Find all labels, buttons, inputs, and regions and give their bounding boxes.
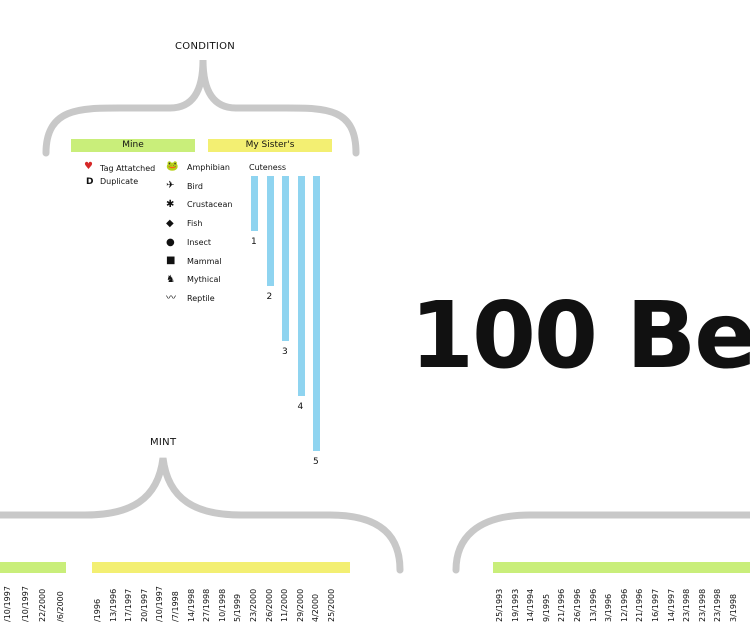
date-label: 16/1997 (651, 588, 660, 622)
sister-tag: My Sister's (208, 139, 332, 152)
date-label: 11/2000 (280, 588, 290, 622)
date-label: 13/1996 (108, 588, 118, 622)
date-label: 13/1996 (588, 588, 598, 622)
date-label: /10/1997 (155, 586, 165, 622)
date-label: 5/1999 (233, 593, 243, 622)
cuteness-label-1: 1 (251, 237, 257, 247)
sister-bar-middle (92, 562, 350, 573)
date-label: 14/1998 (186, 588, 196, 622)
date-label: 26/1996 (573, 588, 582, 622)
date-label: /1996 (93, 598, 102, 622)
mammal-icon: ■ (166, 255, 176, 266)
insect-label: Insect (187, 238, 212, 247)
reptile-icon: 〰 (166, 293, 176, 304)
date-label: 23/1998 (682, 588, 692, 622)
date-label: 12/1996 (619, 588, 629, 622)
date-label: 23/1998 (713, 588, 723, 622)
mine-bar-right (493, 562, 750, 573)
date-label: /10/1997 (3, 586, 12, 622)
cuteness-bar-4 (297, 176, 305, 396)
date-label: /6/2000 (55, 591, 65, 622)
date-label: 19/1993 (510, 588, 520, 622)
reptile-label: Reptile (187, 294, 215, 303)
cuteness-label-2: 2 (266, 292, 273, 302)
condition-label: CONDITION (175, 41, 236, 52)
crustacean-label: Crustacean (187, 200, 233, 209)
crustacean-icon: ✱ (166, 199, 175, 210)
date-label: 10/1998 (217, 588, 227, 622)
heart-icon: ♥ (84, 161, 93, 172)
date-label: 21/1996 (557, 588, 567, 622)
bird-icon: ✈ (166, 180, 175, 191)
date-label: 3/1996 (604, 593, 614, 622)
cuteness-bar-1 (251, 176, 258, 231)
cuteness-bar-3 (282, 176, 289, 341)
cuteness-label-4: 4 (297, 402, 304, 412)
date-label: 17/1997 (124, 588, 134, 622)
insect-icon: ● (166, 237, 175, 248)
fish-label: Fish (187, 219, 203, 228)
mythical-label: Mythical (187, 275, 221, 284)
cuteness-title: Cuteness (249, 163, 287, 172)
duplicate-icon: D (86, 177, 94, 187)
mint-label: MINT (150, 437, 177, 448)
date-label: 29/2000 (295, 588, 305, 622)
date-label: 14/1994 (526, 588, 536, 622)
fish-icon: ◆ (166, 218, 174, 229)
date-label: 3/1998 (729, 593, 738, 622)
date-label: 4/2000 (311, 593, 321, 622)
date-label: 9/1995 (541, 593, 551, 622)
cuteness-label-3: 3 (282, 347, 288, 357)
date-label: 26/2000 (264, 588, 274, 622)
mine-bar-left (0, 562, 66, 573)
date-label: 25/1993 (495, 588, 504, 622)
date-label: /10/1997 (20, 586, 30, 622)
mammal-label: Mammal (187, 257, 222, 266)
right-brace (452, 511, 750, 574)
amphibian-label: Amphibian (187, 163, 230, 172)
cuteness-bar-2 (266, 176, 274, 286)
duplicate-label: Duplicate (100, 177, 139, 186)
date-label: 23/1998 (697, 588, 707, 622)
date-label: 20/1997 (139, 588, 149, 622)
condition-brace (42, 59, 360, 157)
mine-tag: Mine (71, 139, 195, 152)
page-title: 100 Bea (410, 282, 750, 389)
date-label: 25/2000 (327, 588, 336, 622)
bird-label: Bird (187, 182, 203, 191)
cuteness-label-5: 5 (313, 457, 319, 467)
date-label: /7/1998 (171, 591, 180, 622)
cuteness-bar-5 (313, 176, 320, 451)
date-label: 21/1996 (635, 588, 645, 622)
mint-brace (0, 457, 404, 574)
amphibian-icon: 🐸 (166, 161, 179, 172)
date-label: 14/1997 (666, 588, 676, 622)
date-label: 27/1998 (202, 588, 212, 622)
tag-attached-label: Tag Attatched (100, 164, 156, 173)
date-label: 22/2000 (38, 588, 47, 622)
date-label: 23/2000 (249, 588, 258, 622)
mythical-icon: ♞ (166, 274, 175, 285)
